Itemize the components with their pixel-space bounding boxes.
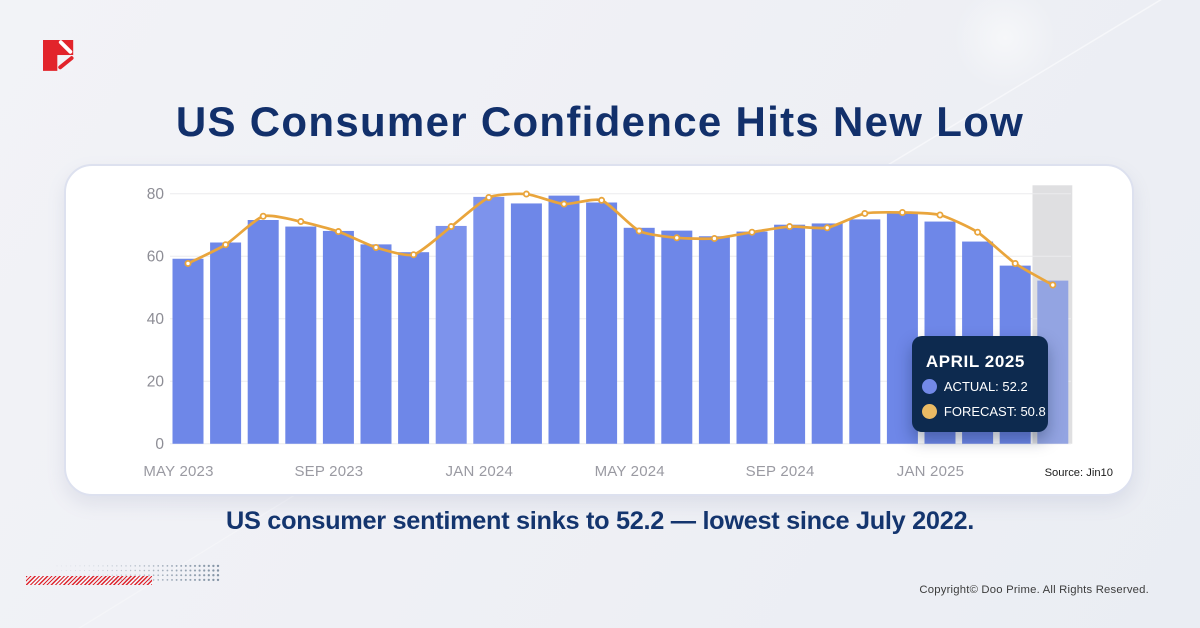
svg-text:JAN 2025: JAN 2025	[897, 463, 964, 480]
svg-text:0: 0	[155, 436, 164, 453]
svg-text:40: 40	[147, 311, 165, 328]
svg-text:Source: Jin10: Source: Jin10	[1045, 467, 1113, 479]
svg-text:20: 20	[147, 373, 165, 390]
svg-text:SEP 2023: SEP 2023	[294, 463, 363, 480]
svg-text:MAY 2024: MAY 2024	[595, 463, 665, 480]
svg-text:80: 80	[147, 186, 165, 203]
svg-text:60: 60	[147, 248, 165, 265]
svg-text:SEP 2024: SEP 2024	[746, 463, 815, 480]
svg-text:JAN 2024: JAN 2024	[446, 463, 513, 480]
svg-text:MAY 2023: MAY 2023	[143, 463, 213, 480]
